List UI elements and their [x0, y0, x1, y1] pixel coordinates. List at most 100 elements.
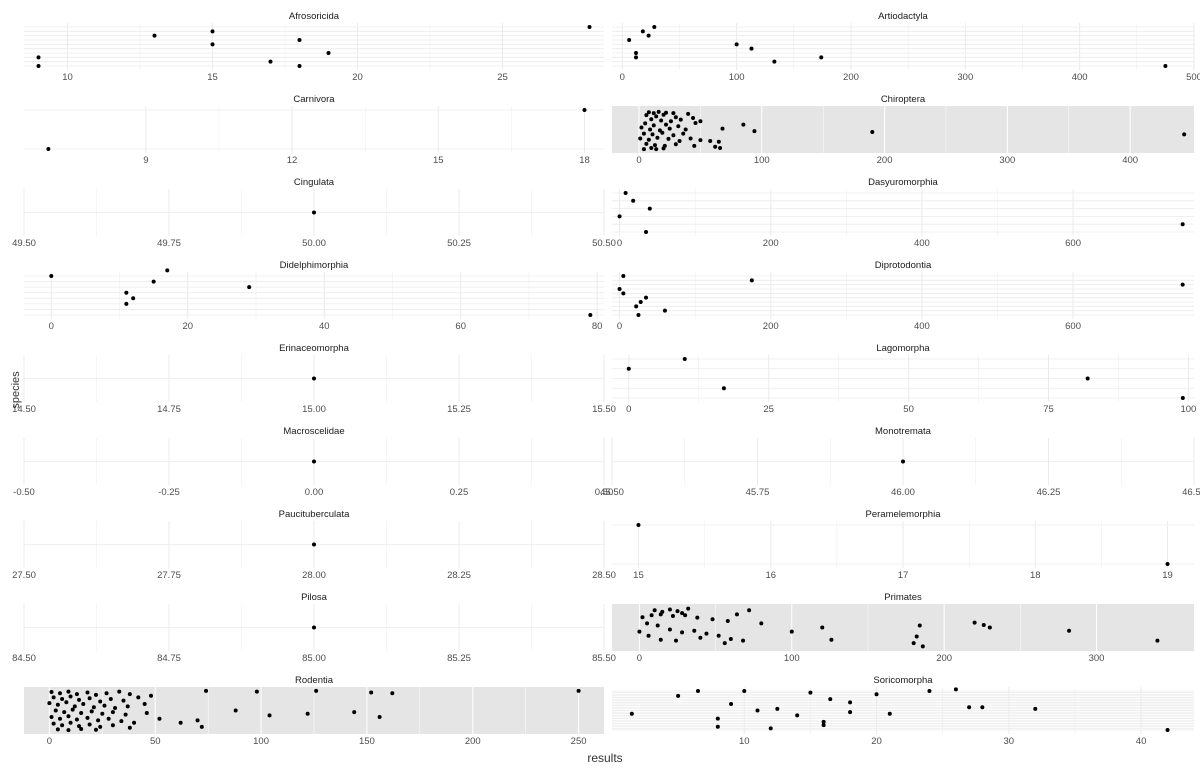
data-point — [664, 122, 669, 127]
data-point — [747, 608, 752, 613]
data-point — [646, 633, 651, 638]
data-point — [233, 708, 238, 713]
data-point — [113, 706, 118, 711]
facet-erinaceomorpha: Erinaceomorpha 14.50 14.75 15.00 15.25 15.50 — [12, 343, 616, 415]
data-point — [36, 64, 41, 68]
tick-label: 15 — [633, 570, 644, 581]
facet-title: Afrosoricida — [289, 11, 340, 22]
data-point — [698, 635, 703, 640]
tick-label: 30 — [1004, 736, 1015, 747]
data-point — [87, 722, 92, 727]
data-point — [79, 710, 84, 715]
data-point — [755, 708, 760, 713]
data-point — [673, 142, 678, 147]
tick-label: 300 — [999, 155, 1015, 166]
data-point — [46, 147, 51, 151]
tick-label: 200 — [763, 238, 779, 249]
data-point — [1180, 222, 1185, 227]
data-point — [651, 111, 656, 116]
data-point — [742, 689, 747, 693]
data-point — [848, 700, 853, 705]
data-point — [654, 114, 659, 119]
y-axis-title: species — [10, 371, 22, 409]
facet-pilosa: Pilosa 84.50 84.75 85.00 85.25 85.50 — [12, 592, 616, 664]
data-point — [631, 198, 636, 203]
data-point — [152, 33, 157, 38]
data-point — [104, 691, 109, 696]
data-point — [789, 629, 794, 634]
data-point — [1180, 282, 1185, 287]
data-point — [914, 634, 919, 639]
data-point — [576, 688, 581, 693]
facet-title: Chiroptera — [881, 94, 926, 105]
tick-label: 40 — [1136, 736, 1147, 747]
data-point — [312, 625, 316, 630]
data-point — [820, 625, 825, 630]
facet-paucituberculata: Paucituberculata 27.50 27.75 28.00 28.25 28.5… — [12, 509, 616, 581]
facet-primates: Primates 0 100 200 300 — [612, 592, 1194, 664]
tick-label: 85.25 — [447, 653, 471, 664]
tick-label: 49.75 — [157, 238, 181, 249]
data-point — [686, 606, 691, 611]
data-point — [587, 25, 592, 29]
data-point — [741, 638, 746, 643]
tick-label: 28.00 — [302, 570, 326, 581]
data-point — [1155, 638, 1160, 643]
tick-label: 300 — [1089, 653, 1105, 664]
data-point — [634, 304, 639, 309]
data-point — [634, 51, 639, 55]
tick-label: 10 — [62, 72, 73, 83]
data-point — [759, 621, 764, 626]
tick-label: 46.50 — [1182, 487, 1200, 498]
data-point — [312, 210, 316, 215]
tick-label: 25 — [497, 72, 508, 83]
data-point — [305, 711, 310, 716]
data-point — [125, 704, 130, 709]
data-point — [652, 25, 657, 29]
facet-title: Lagomorpha — [876, 343, 930, 354]
data-point — [656, 109, 661, 114]
tick-label: 600 — [1065, 238, 1081, 249]
tick-label: 600 — [1065, 321, 1081, 332]
tick-label: 12 — [287, 155, 298, 166]
data-point — [151, 279, 156, 284]
data-point — [77, 724, 82, 729]
data-point — [72, 704, 77, 709]
data-point — [920, 644, 925, 649]
tick-label: 400 — [914, 321, 930, 332]
data-point — [661, 112, 666, 117]
tick-label: 100 — [754, 155, 770, 166]
data-point — [795, 713, 800, 718]
data-point — [649, 613, 654, 618]
tick-label: 14.75 — [157, 404, 181, 415]
data-point — [641, 147, 646, 152]
data-point — [692, 628, 697, 633]
data-point — [646, 110, 651, 115]
tick-label: 75 — [1043, 404, 1054, 415]
data-point — [297, 38, 302, 42]
facet-cingulata: Cingulata 49.50 49.75 50.00 50.25 50.50 — [12, 177, 616, 249]
facet-soricomorpha: Soricomorpha 10 20 30 40 — [612, 675, 1194, 747]
data-point — [297, 64, 302, 68]
tick-label: 15 — [207, 72, 218, 83]
tick-label: 0 — [49, 321, 54, 332]
data-point — [57, 691, 62, 696]
data-point — [673, 638, 678, 643]
tick-label: 25 — [763, 404, 774, 415]
data-point — [178, 720, 183, 725]
facet-title: Paucituberculata — [279, 509, 350, 520]
data-point — [110, 723, 115, 728]
tick-label: 28.50 — [592, 570, 616, 581]
data-point — [199, 724, 204, 729]
facet-didelphimorphia: Didelphimorphia 0 20 40 60 80 — [24, 260, 604, 332]
data-point — [683, 613, 688, 618]
data-point — [828, 697, 833, 702]
data-point — [1180, 396, 1185, 400]
facet-macroscelidae: Macroscelidae -0.50 -0.25 0.00 0.25 0.50 — [13, 426, 613, 498]
data-point — [682, 357, 687, 361]
data-point — [55, 702, 60, 707]
tick-label: 15.00 — [302, 404, 326, 415]
facet-peramelemorphia: Peramelemorphia 15 16 17 18 19 — [612, 509, 1194, 581]
data-point — [66, 728, 71, 733]
data-point — [683, 127, 688, 132]
